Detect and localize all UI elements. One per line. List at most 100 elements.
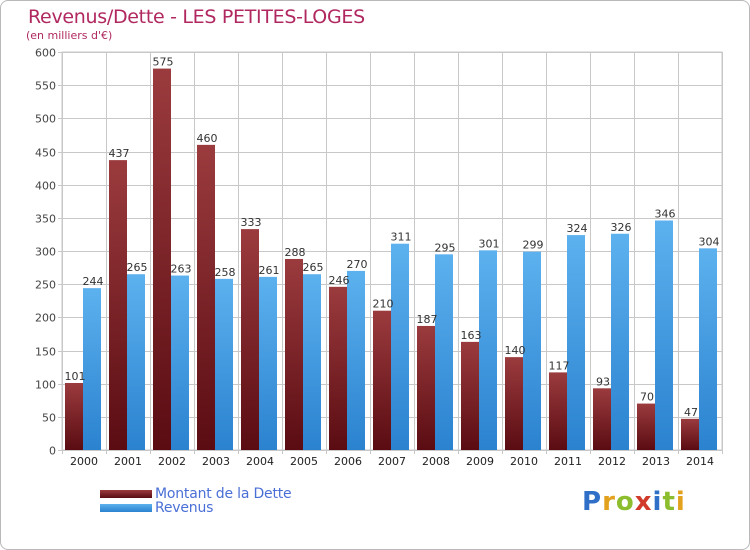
bar-revenus bbox=[259, 276, 277, 450]
bar-dette bbox=[197, 144, 215, 450]
bar-dette-value-label: 163 bbox=[461, 329, 482, 342]
bar-dette-value-label: 93 bbox=[596, 375, 610, 388]
logo-letter: P bbox=[582, 487, 603, 517]
y-tick-label: 500 bbox=[35, 113, 56, 126]
bar-dette bbox=[109, 160, 127, 450]
bar-revenus-value-label: 299 bbox=[523, 239, 544, 252]
legend-label-revenus: Revenus bbox=[155, 500, 214, 516]
bar-dette-value-label: 288 bbox=[285, 246, 306, 259]
bar-dette-value-label: 47 bbox=[684, 406, 698, 419]
bar-revenus-value-label: 263 bbox=[171, 263, 192, 276]
x-tick-label: 2003 bbox=[202, 455, 230, 468]
y-tick-label: 150 bbox=[35, 346, 56, 359]
bar-revenus-value-label: 270 bbox=[347, 258, 368, 271]
x-tick-label: 2012 bbox=[598, 455, 626, 468]
logo-letter: t bbox=[662, 487, 676, 517]
bar-revenus bbox=[347, 270, 365, 450]
x-tick-label: 2008 bbox=[422, 455, 450, 468]
bar-revenus bbox=[171, 275, 189, 450]
y-tick-label: 50 bbox=[42, 412, 56, 425]
bar-revenus-value-label: 258 bbox=[215, 266, 236, 279]
bar-dette bbox=[285, 258, 303, 450]
logo-letter: x bbox=[634, 487, 653, 517]
bar-dette bbox=[461, 341, 479, 450]
bar-dette-value-label: 460 bbox=[197, 132, 218, 145]
y-tick-label: 400 bbox=[35, 180, 56, 193]
bar-revenus-value-label: 244 bbox=[83, 275, 104, 288]
x-tick-label: 2004 bbox=[246, 455, 274, 468]
bar-dette bbox=[65, 383, 83, 450]
y-tick-label: 300 bbox=[35, 246, 56, 259]
x-tick-label: 2001 bbox=[114, 455, 142, 468]
logo-letter: i bbox=[652, 487, 663, 517]
bar-revenus-value-label: 311 bbox=[391, 231, 412, 244]
x-tick-label: 2014 bbox=[686, 455, 714, 468]
bar-revenus-value-label: 295 bbox=[435, 241, 456, 254]
chart-title: Revenus/Dette - LES PETITES-LOGES bbox=[28, 6, 365, 28]
legend-item-dette: Montant de la Dette bbox=[100, 486, 400, 502]
bar-revenus bbox=[611, 233, 629, 450]
bar-dette bbox=[417, 325, 435, 450]
bar-dette-value-label: 437 bbox=[109, 147, 130, 160]
axis-layer: 0 50 100 150 200 250 300 350 400 450 500 550 600 2000… bbox=[35, 47, 714, 469]
legend-item-revenus: Revenus bbox=[100, 500, 400, 516]
bar-revenus bbox=[391, 243, 409, 450]
bar-revenus bbox=[655, 220, 673, 450]
bar-dette bbox=[681, 418, 699, 450]
legend-swatch-dette bbox=[100, 490, 152, 498]
bar-dette bbox=[549, 372, 567, 450]
bar-dette bbox=[153, 68, 171, 450]
x-tick-label: 2011 bbox=[554, 455, 582, 468]
bar-revenus bbox=[83, 288, 101, 450]
bar-dette-value-label: 210 bbox=[373, 298, 394, 311]
bar-revenus-value-label: 324 bbox=[567, 222, 588, 235]
bar-dette-value-label: 70 bbox=[640, 391, 654, 404]
y-tick-label: 350 bbox=[35, 213, 56, 226]
y-tick-label: 100 bbox=[35, 379, 56, 392]
bar-revenus-value-label: 346 bbox=[655, 207, 676, 220]
proxiti-logo: Proxiti bbox=[582, 487, 686, 517]
bar-dette-value-label: 187 bbox=[417, 313, 438, 326]
bar-layer bbox=[65, 68, 717, 450]
x-tick-label: 2010 bbox=[510, 455, 538, 468]
y-tick-label: 550 bbox=[35, 80, 56, 93]
y-tick-label: 0 bbox=[49, 445, 56, 458]
bar-revenus-value-label: 265 bbox=[303, 261, 324, 274]
y-tick-label: 250 bbox=[35, 279, 56, 292]
x-tick-label: 2005 bbox=[290, 455, 318, 468]
x-tick-label: 2006 bbox=[334, 455, 362, 468]
logo-letter: i bbox=[675, 487, 686, 517]
bar-revenus bbox=[699, 248, 717, 450]
bar-revenus bbox=[215, 278, 233, 450]
bar-dette bbox=[241, 229, 259, 450]
y-tick-label: 200 bbox=[35, 312, 56, 325]
x-tick-label: 2000 bbox=[70, 455, 98, 468]
bar-dette-value-label: 117 bbox=[549, 359, 570, 372]
legend-swatch-revenus bbox=[100, 504, 152, 512]
logo-letter: r bbox=[602, 487, 616, 517]
y-tick-label: 450 bbox=[35, 147, 56, 160]
bar-revenus-value-label: 304 bbox=[699, 235, 720, 248]
bar-revenus-value-label: 261 bbox=[259, 264, 280, 277]
bar-revenus bbox=[523, 251, 541, 450]
bar-revenus-value-label: 265 bbox=[127, 261, 148, 274]
bar-revenus bbox=[435, 254, 453, 450]
bar-revenus bbox=[127, 274, 145, 450]
x-tick-label: 2009 bbox=[466, 455, 494, 468]
legend-label-dette: Montant de la Dette bbox=[155, 486, 292, 502]
bar-dette-value-label: 333 bbox=[241, 216, 262, 229]
logo-letter: o bbox=[615, 487, 635, 517]
bar-revenus-value-label: 301 bbox=[479, 237, 500, 250]
bar-dette-value-label: 246 bbox=[329, 274, 350, 287]
bar-revenus bbox=[303, 274, 321, 450]
bar-revenus-value-label: 326 bbox=[611, 221, 632, 234]
y-tick-label: 600 bbox=[35, 47, 56, 60]
bar-dette bbox=[373, 310, 391, 450]
bar-dette bbox=[505, 357, 523, 450]
x-tick-label: 2007 bbox=[378, 455, 406, 468]
x-tick-label: 2002 bbox=[158, 455, 186, 468]
label-layer: 101 244 437 265 575 263 460 258 333 261 288 265 246 2… bbox=[65, 56, 720, 419]
bar-revenus bbox=[479, 250, 497, 450]
bar-dette bbox=[593, 388, 611, 450]
